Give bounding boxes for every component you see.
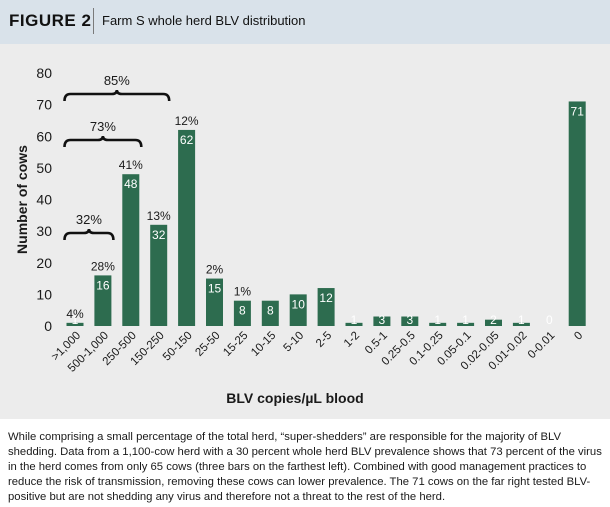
bar: [289, 294, 307, 326]
x-tick-label: 5-10: [282, 330, 307, 355]
bar: [94, 275, 112, 326]
y-tick-label: 10: [36, 286, 52, 302]
bar: [457, 322, 475, 326]
bar: [261, 300, 279, 326]
bar: [401, 316, 419, 326]
y-tick-label: 20: [36, 255, 52, 271]
percent-label: 13%: [147, 209, 171, 223]
bracket-label: 73%: [90, 119, 116, 134]
bar-value-label: 15: [208, 282, 222, 296]
bar-value-label: 1: [462, 313, 469, 327]
percent-label: 28%: [91, 259, 115, 273]
y-tick-label: 0: [44, 318, 52, 334]
bar: [122, 174, 140, 326]
bracket: [63, 89, 171, 102]
bar: [568, 101, 586, 327]
percent-label: 41%: [119, 158, 143, 172]
y-tick-label: 70: [36, 97, 52, 113]
bar: [345, 322, 363, 326]
percent-label: 4%: [66, 307, 84, 321]
bar-value-label: 1: [351, 313, 358, 327]
percent-label: 12%: [175, 114, 199, 128]
bar-value-label: 3: [406, 313, 413, 327]
x-axis-label: BLV copies/µL blood: [226, 390, 363, 406]
y-tick-label: 40: [36, 192, 52, 208]
y-tick-label: 30: [36, 223, 52, 239]
x-tick-label: 25-50: [193, 330, 222, 359]
bar-value-label: 32: [152, 228, 166, 242]
y-tick-label: 50: [36, 160, 52, 176]
caption-text: While comprising a small percentage of t…: [8, 431, 602, 503]
bracket: [63, 135, 143, 148]
x-tick-label: 1-2: [342, 330, 362, 350]
x-tick-label: 0: [572, 330, 585, 343]
bar-value-label: 12: [319, 291, 333, 305]
figure-title: Farm S whole herd BLV distribution: [102, 13, 306, 28]
y-tick-label: 60: [36, 128, 52, 144]
figure-header: FIGURE 2 Farm S whole herd BLV distribut…: [0, 0, 610, 44]
bar: [373, 316, 391, 326]
bracket: [63, 228, 115, 241]
x-tick-label: 0-0.01: [526, 330, 558, 362]
bar: [317, 288, 335, 326]
bracket-label: 32%: [76, 212, 102, 227]
bar: [485, 319, 502, 326]
header-divider: [93, 8, 94, 34]
bar: [66, 322, 84, 326]
bar: [429, 322, 447, 326]
x-tick-label: 2-5: [314, 330, 334, 350]
bar-value-label: 48: [124, 177, 138, 191]
bar: [512, 322, 530, 326]
y-axis-label: Number of cows: [14, 145, 30, 254]
bar-value-label: 1: [518, 313, 525, 327]
y-tick-label: 80: [36, 65, 52, 81]
bar-value-label: 3: [379, 313, 386, 327]
bar-value-label: 0: [546, 313, 553, 327]
x-tick-label: 10-15: [249, 330, 278, 359]
bar-value-label: 10: [292, 297, 306, 311]
percent-label: 1%: [234, 285, 252, 299]
chart-panel: 0 10 20 30 40 50 60 70 80 Number of cows 1 4% >1,000…: [0, 44, 610, 419]
bar-value-label: 62: [180, 133, 194, 147]
bar: [178, 129, 196, 326]
bar: [233, 300, 251, 326]
bar-value-label: 16: [96, 278, 110, 292]
x-tick-label: 50-150: [161, 330, 195, 364]
bracket-label: 85%: [104, 73, 130, 88]
figure-caption: While comprising a small percentage of t…: [8, 430, 604, 505]
bar-value-label: 2: [490, 313, 497, 327]
percent-label: 2%: [206, 263, 224, 277]
x-tick-label: 15-25: [221, 330, 250, 359]
bar-value-label: 1: [434, 313, 441, 327]
bar-value-label: 71: [571, 104, 585, 118]
bar-value-label: 8: [267, 304, 274, 318]
bar-value-label: 1: [72, 313, 79, 327]
figure-label: FIGURE 2: [9, 11, 92, 30]
bar: [206, 278, 223, 326]
bar-value-label: 8: [239, 304, 246, 318]
bar: [150, 224, 168, 326]
